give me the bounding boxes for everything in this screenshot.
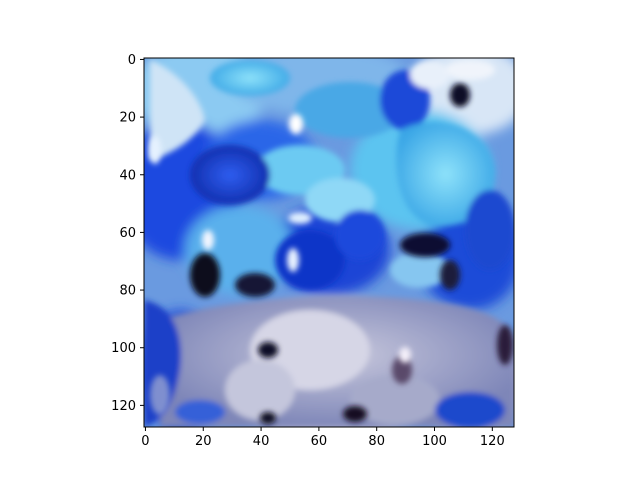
y-tick-label: 120	[111, 399, 136, 414]
x-tick-label: 80	[368, 434, 385, 449]
x-axis: 0 20 40 60 80 100 120	[141, 427, 505, 449]
y-tick-label: 100	[111, 341, 136, 356]
x-tick-label: 20	[195, 434, 212, 449]
axes-frame	[143, 57, 515, 428]
x-tick-label: 120	[480, 434, 505, 449]
y-axis: 0 20 40 60 80 100 120	[111, 53, 144, 414]
y-tick-label: 60	[119, 226, 136, 241]
x-tick-label: 40	[253, 434, 270, 449]
y-tick-label: 80	[119, 284, 136, 299]
y-tick-label: 0	[128, 53, 136, 68]
x-tick-label: 60	[311, 434, 328, 449]
x-tick-label: 100	[422, 434, 447, 449]
y-tick-label: 20	[119, 111, 136, 126]
image-content	[144, 58, 514, 427]
y-tick-label: 40	[119, 168, 136, 183]
x-tick-label: 0	[141, 434, 149, 449]
